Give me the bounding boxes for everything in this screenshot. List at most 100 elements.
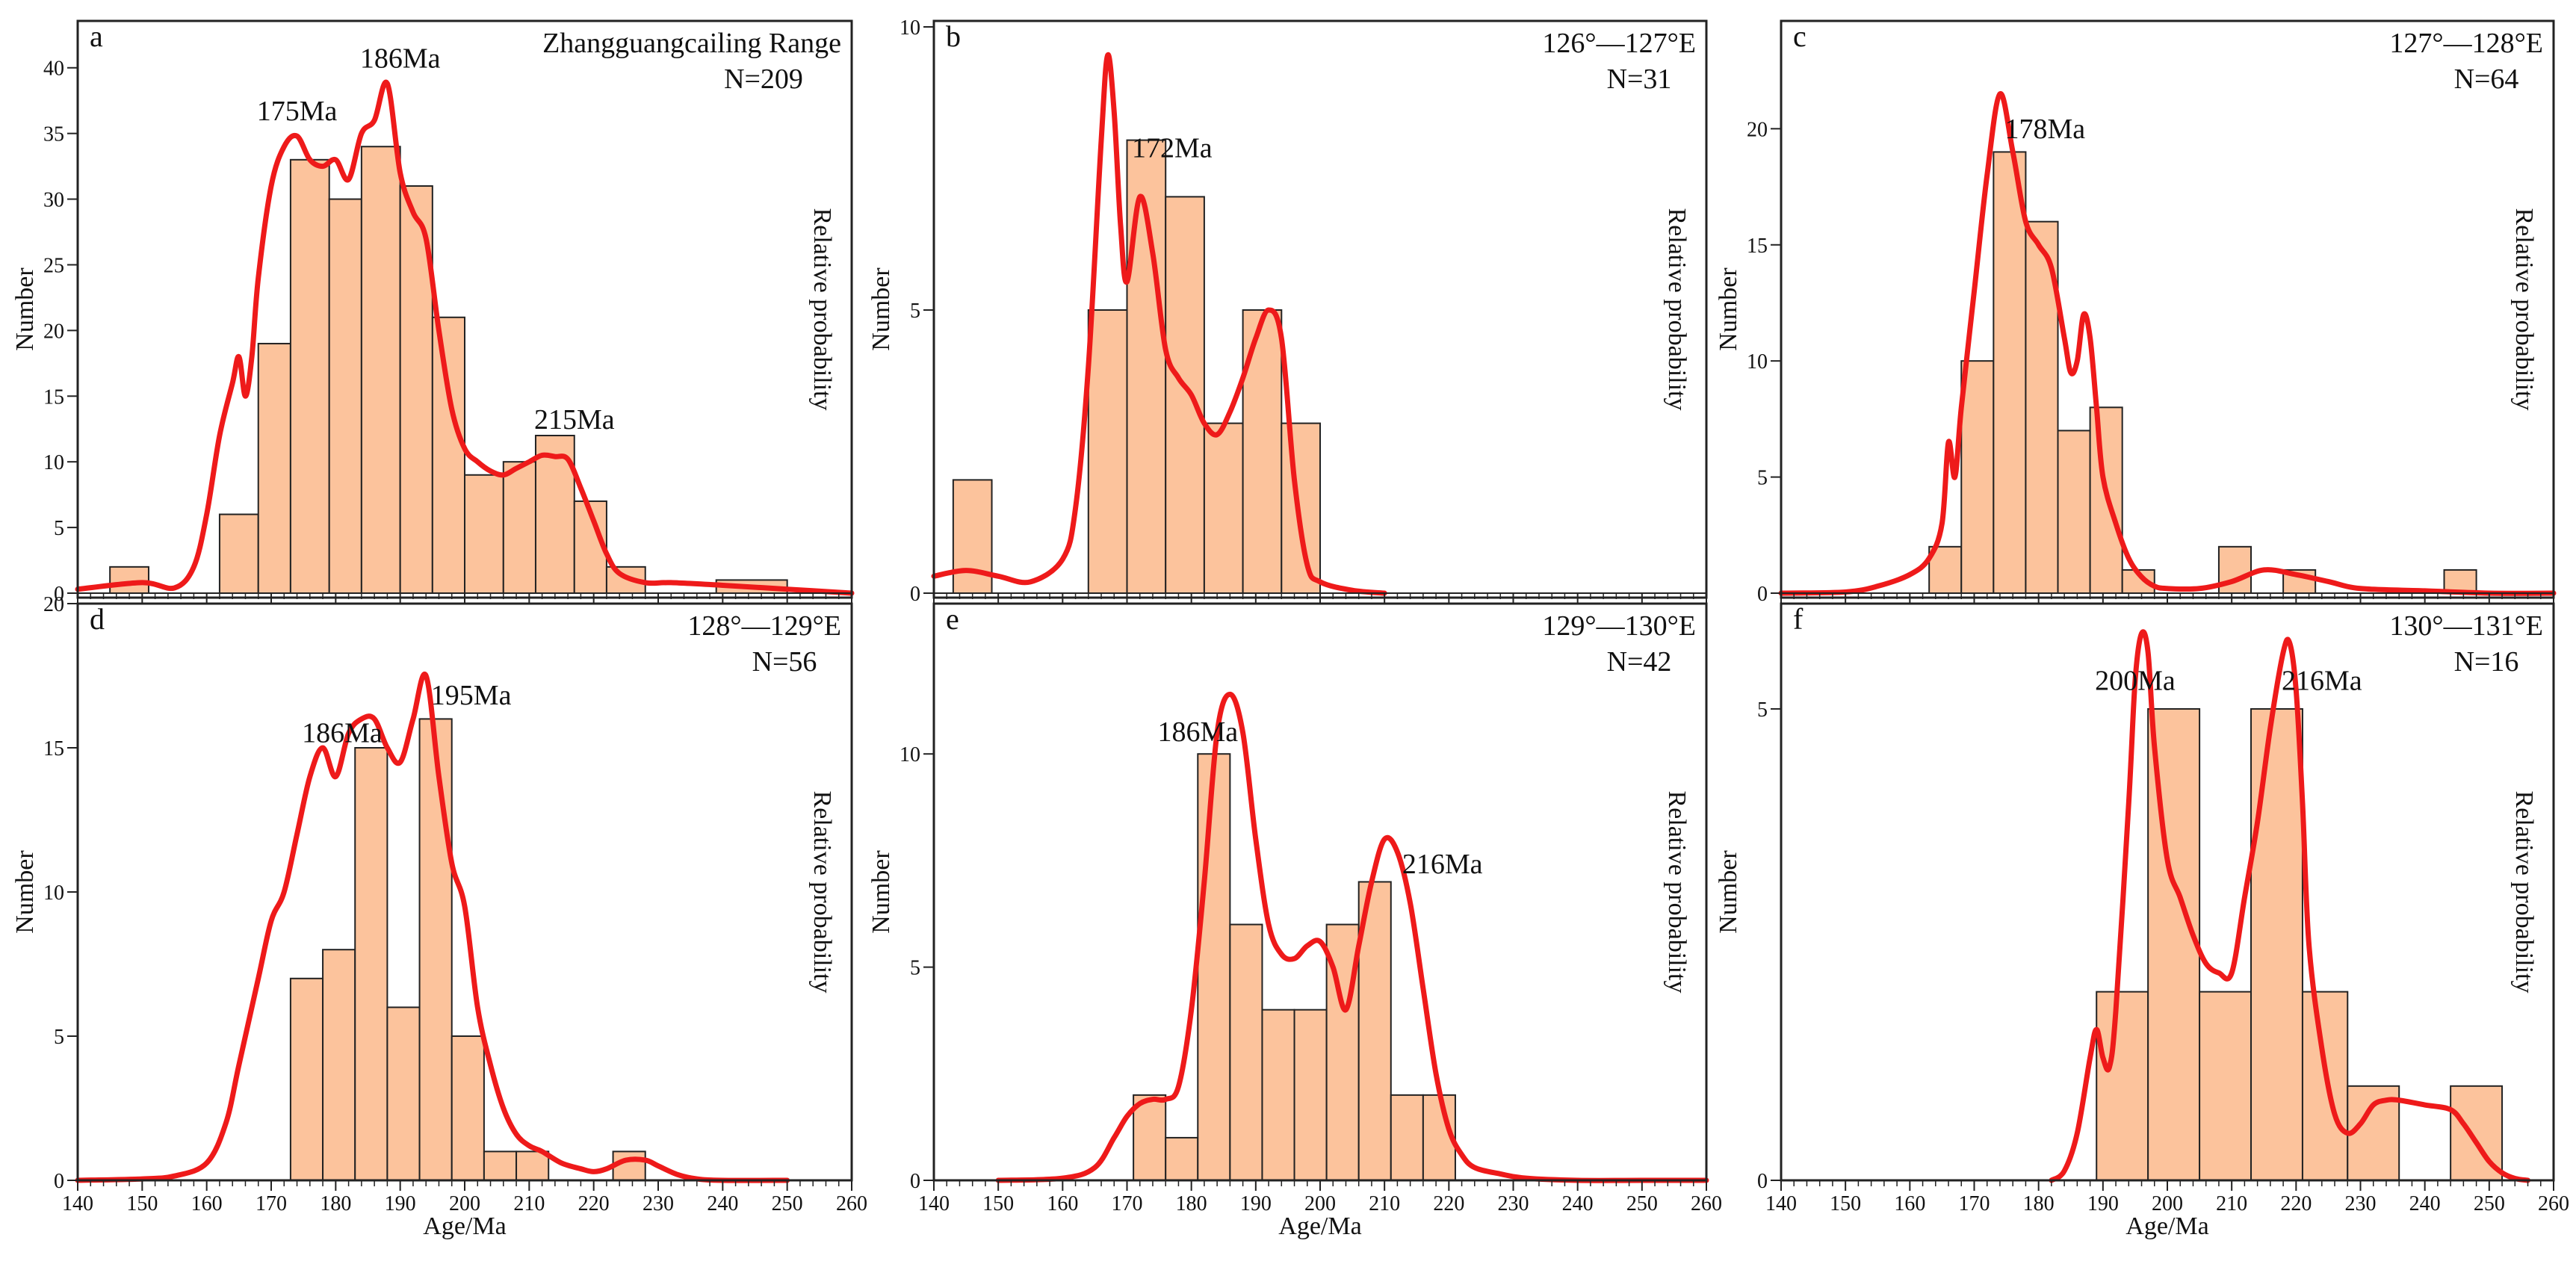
bar-a-7: [431, 316, 465, 594]
x-tick-label-f-1: 150: [1830, 1192, 1861, 1215]
x-tick-label-d-9: 230: [643, 1192, 674, 1215]
y2-axis-title-e: Relative probability: [1663, 791, 1691, 994]
panel-b: 0 5 10 Number Relative probability b 126°—127°…: [867, 16, 1708, 606]
panel-region-d: 128°—129°E: [687, 610, 841, 642]
bar-d-4: [418, 718, 453, 1181]
panel-letter-c: c: [1793, 19, 1806, 53]
y-tick-label-c-1: 5: [1757, 467, 1768, 490]
y-tick-label-a-4: 20: [43, 320, 64, 343]
x-tick-label-d-7: 210: [513, 1192, 545, 1215]
y-axis-title-c: Number: [1715, 267, 1742, 351]
bar-a-5: [360, 146, 401, 595]
y2-axis-title-a: Relative probability: [808, 208, 836, 411]
y-axis-title-e: Number: [867, 850, 895, 934]
x-tick-label-e-8: 220: [1433, 1192, 1464, 1215]
x-tick-label-f-10: 240: [2409, 1192, 2441, 1215]
bar-f-2: [2199, 991, 2253, 1181]
x-tick-label-d-6: 200: [449, 1192, 480, 1215]
x-axis-title-e: Age/Ma: [1278, 1212, 1361, 1240]
x-tick-label-f-2: 160: [1894, 1192, 1925, 1215]
peak-label-a-1: 186Ma: [360, 43, 441, 75]
panel-n-a: N=209: [724, 63, 803, 95]
y-axis-title-f: Number: [1715, 850, 1742, 934]
x-tick-label-e-9: 230: [1498, 1192, 1529, 1215]
panel-frame-c: [1780, 19, 2555, 599]
panel-n-f: N=16: [2454, 646, 2519, 678]
y-tick-label-d-0: 0: [54, 1170, 64, 1193]
y-tick-label-e-0: 0: [910, 1170, 920, 1193]
bar-d-1: [322, 949, 356, 1181]
y-tick-label-d-1: 5: [54, 1026, 64, 1049]
panel-n-e: N=42: [1607, 646, 1672, 678]
probability-curve-b: [931, 52, 1387, 596]
y-tick-label-a-2: 10: [43, 451, 64, 474]
y2-axis-title-c: Relative probability: [2510, 208, 2538, 411]
x-tick-label-d-1: 150: [126, 1192, 158, 1215]
bar-e-3: [1229, 923, 1263, 1181]
x-tick-label-f-4: 180: [2023, 1192, 2055, 1215]
y-axis-title-d: Number: [11, 850, 39, 934]
bar-a-8: [464, 474, 504, 595]
y-tick-label-c-0: 0: [1757, 583, 1768, 606]
x-tick-label-f-11: 250: [2474, 1192, 2505, 1215]
peak-label-c-0: 178Ma: [2004, 114, 2085, 145]
peak-label-e-1: 216Ma: [1402, 849, 1483, 880]
bar-d-5: [451, 1035, 485, 1181]
y2-axis-title-d: Relative probability: [808, 791, 836, 994]
x-tick-label-d-0: 140: [62, 1192, 93, 1215]
x-tick-label-d-12: 260: [836, 1192, 867, 1215]
probability-curve-d: [75, 671, 790, 1183]
y-tick-label-e-2: 10: [900, 743, 920, 766]
bar-b-3: [1165, 196, 1205, 594]
x-tick-label-f-0: 140: [1765, 1192, 1797, 1215]
probability-curve-f: [2049, 629, 2531, 1183]
bar-a-2: [257, 342, 291, 594]
panel-c: 0 5 10 15 20 Number Relative probability c 127°—…: [1715, 19, 2557, 606]
bar-e-1: [1165, 1136, 1199, 1182]
y-tick-label-e-1: 5: [910, 957, 920, 980]
peak-label-d-0: 186Ma: [302, 717, 383, 749]
y-tick-label-a-1: 5: [54, 517, 64, 540]
bar-c-2: [1993, 151, 2027, 594]
panel-region-b: 126°—127°E: [1542, 28, 1696, 59]
x-tick-label-e-5: 190: [1240, 1192, 1272, 1215]
bar-a-3: [289, 158, 330, 594]
x-tick-label-e-6: 200: [1304, 1192, 1336, 1215]
y-axis-title-a: Number: [11, 267, 39, 351]
y-axis-title-b: Number: [867, 267, 895, 351]
probability-curve-c: [1778, 91, 2557, 596]
x-tick-label-d-11: 250: [772, 1192, 803, 1215]
bar-a-1: [218, 513, 259, 595]
y-tick-label-c-3: 15: [1747, 235, 1768, 258]
y-tick-label-a-7: 35: [43, 123, 64, 146]
panel-region-c: 127°—128°E: [2389, 28, 2543, 59]
panel-letter-a: a: [90, 19, 103, 53]
panel-e: 140 150 160 170 180 190 200 210 220 230 240 250 260 0…: [867, 602, 1722, 1240]
x-tick-label-e-0: 140: [918, 1192, 950, 1215]
bar-d-6: [483, 1150, 518, 1182]
x-tick-label-e-4: 180: [1176, 1192, 1207, 1215]
y-tick-label-a-8: 40: [43, 58, 64, 81]
x-tick-label-f-5: 190: [2087, 1192, 2119, 1215]
x-axis-title-f: Age/Ma: [2125, 1212, 2208, 1240]
panel-letter-b: b: [946, 19, 961, 53]
bar-d-7: [515, 1150, 550, 1182]
bar-e-4: [1261, 1009, 1295, 1181]
panel-n-b: N=31: [1607, 63, 1672, 95]
x-tick-label-f-8: 220: [2280, 1192, 2312, 1215]
x-tick-label-e-7: 210: [1369, 1192, 1400, 1215]
x-tick-label-f-3: 170: [1959, 1192, 1990, 1215]
bar-f-3: [2250, 707, 2303, 1181]
bar-a-4: [328, 198, 362, 594]
y-tick-label-f-0: 0: [1757, 1170, 1768, 1193]
peak-label-b-0: 172Ma: [1132, 132, 1213, 164]
bar-d-0: [289, 977, 324, 1182]
y-tick-label-f-1: 5: [1757, 698, 1768, 722]
bar-b-1: [1087, 309, 1128, 594]
bar-c-1: [1960, 360, 1995, 594]
x-tick-label-f-6: 200: [2152, 1192, 2183, 1215]
panel-region-a: Zhangguangcailing Range: [542, 28, 841, 59]
bar-f-4: [2301, 991, 2349, 1181]
panel-letter-d: d: [90, 602, 105, 636]
x-tick-label-f-12: 260: [2538, 1192, 2569, 1215]
